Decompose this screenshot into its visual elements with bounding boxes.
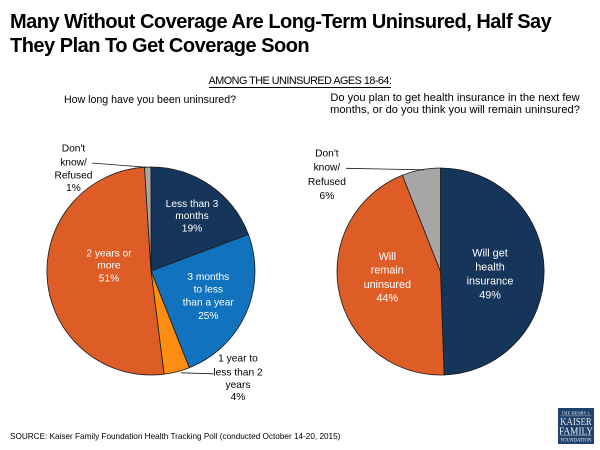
svg-text:FOUNDATION: FOUNDATION: [561, 439, 593, 444]
svg-text:years: years: [226, 380, 251, 391]
svg-text:Will: Will: [379, 251, 396, 263]
svg-text:FAMILY: FAMILY: [559, 426, 594, 437]
svg-text:Don't: Don't: [62, 144, 86, 155]
svg-text:6%: 6%: [320, 191, 335, 202]
svg-text:4%: 4%: [231, 392, 246, 403]
svg-text:than a year: than a year: [183, 298, 235, 309]
svg-text:Will get: Will get: [472, 248, 507, 260]
svg-text:1%: 1%: [66, 183, 81, 194]
svg-text:Less than 3: Less than 3: [166, 199, 219, 210]
svg-text:health: health: [475, 262, 504, 274]
svg-text:Refused: Refused: [308, 177, 346, 188]
svg-text:44%: 44%: [376, 293, 398, 305]
svg-text:know/: know/: [60, 157, 87, 168]
svg-text:less than 2: less than 2: [213, 367, 263, 378]
svg-text:to less: to less: [194, 285, 223, 296]
svg-text:insurance: insurance: [467, 276, 514, 288]
svg-text:more: more: [97, 260, 121, 271]
svg-text:months: months: [175, 211, 208, 222]
svg-text:3 months: 3 months: [187, 272, 229, 283]
svg-text:THE HENRY J.: THE HENRY J.: [562, 410, 591, 415]
svg-text:1 year to: 1 year to: [218, 354, 258, 365]
svg-text:49%: 49%: [479, 290, 501, 302]
svg-text:know/: know/: [314, 163, 341, 174]
svg-text:remain: remain: [371, 265, 404, 277]
svg-text:19%: 19%: [182, 223, 202, 234]
svg-text:KAISER: KAISER: [560, 417, 592, 428]
svg-text:Don't: Don't: [315, 149, 339, 160]
svg-text:Refused: Refused: [55, 170, 93, 181]
svg-text:uninsured: uninsured: [364, 279, 411, 291]
svg-text:2 years or: 2 years or: [86, 248, 132, 259]
svg-text:51%: 51%: [99, 273, 119, 284]
svg-text:25%: 25%: [198, 311, 218, 322]
